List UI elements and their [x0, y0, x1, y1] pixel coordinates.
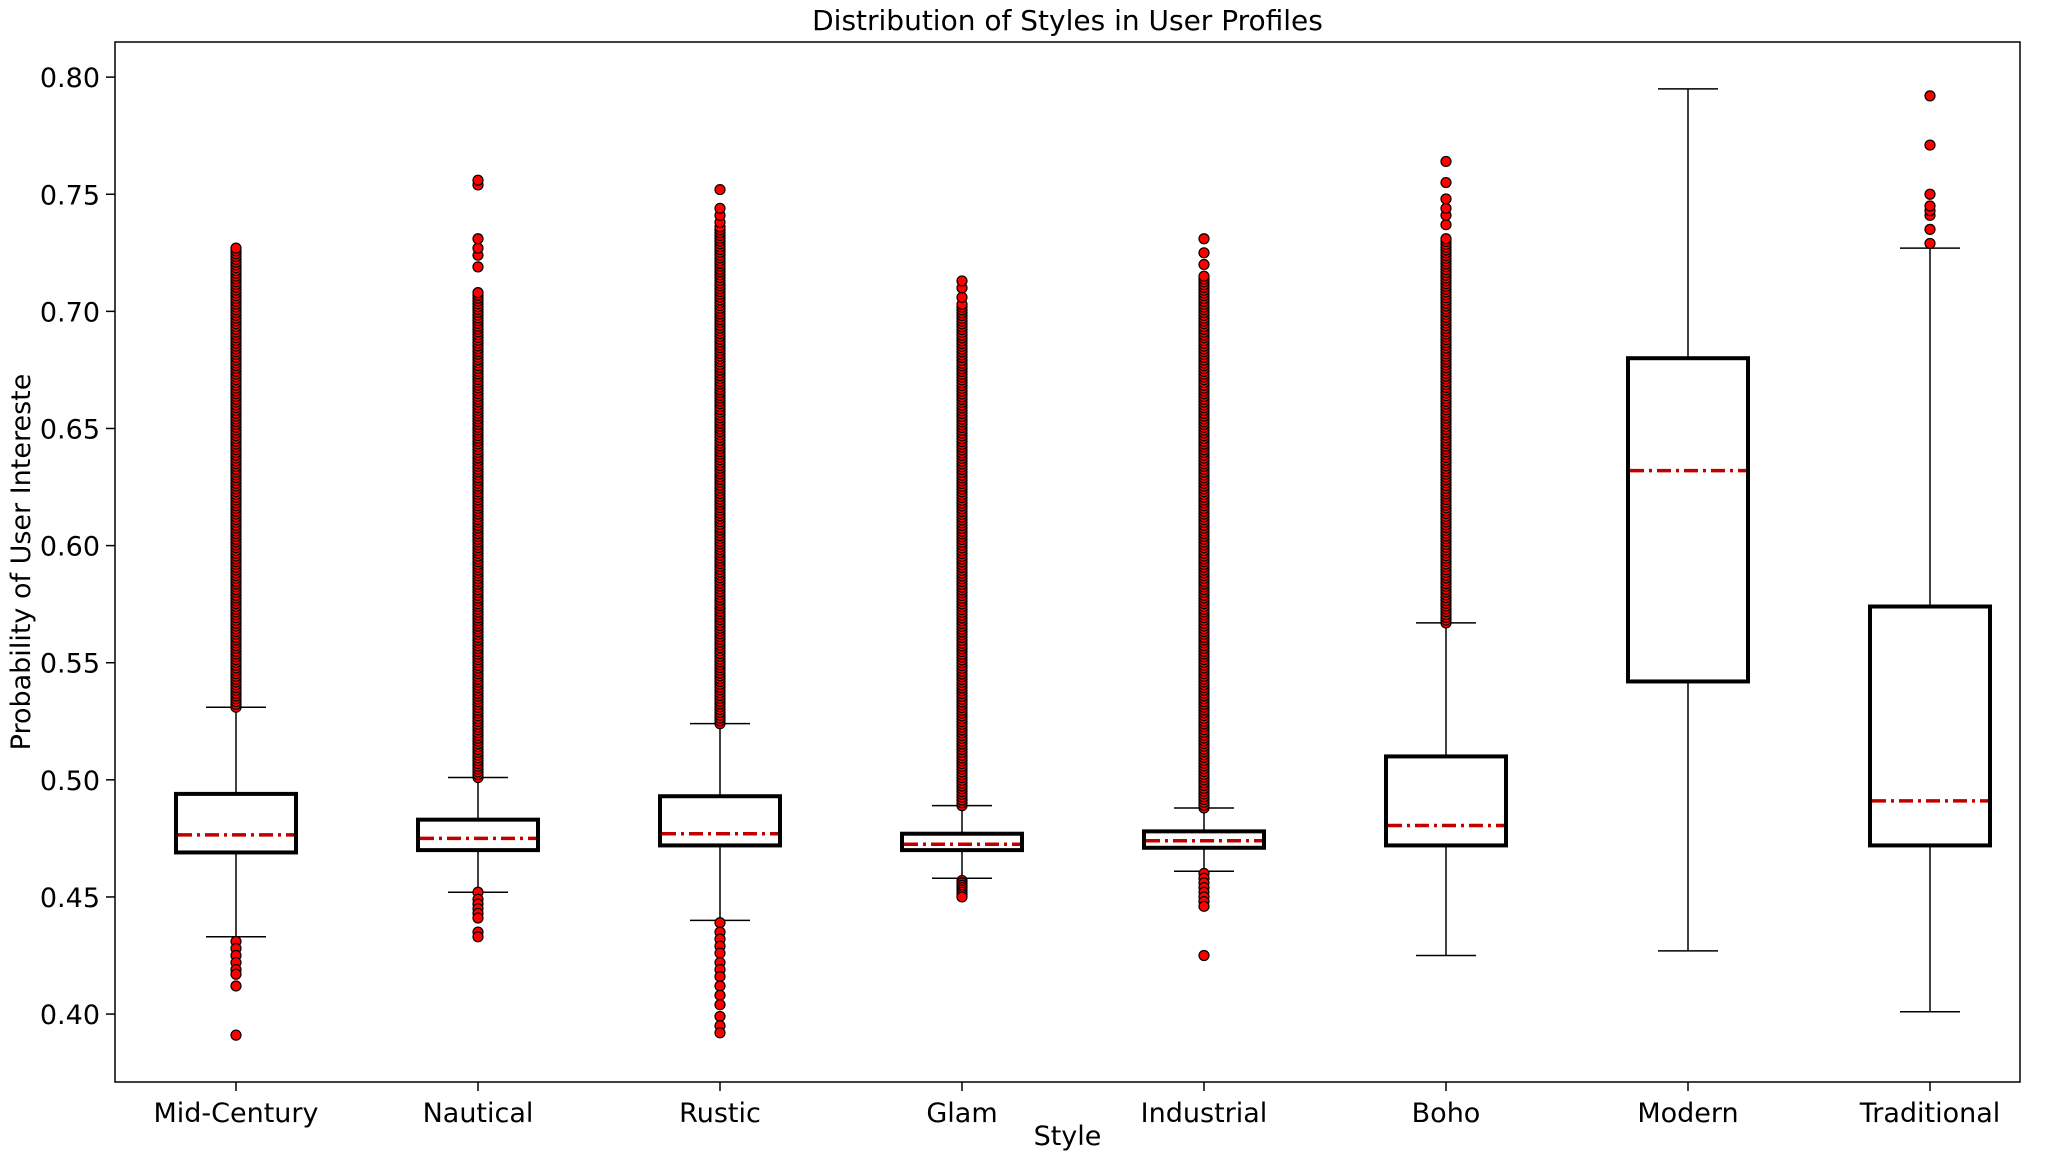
outlier-point	[1198, 900, 1210, 912]
outlier-point	[714, 999, 726, 1011]
box-iqr	[1626, 356, 1750, 684]
outlier-point	[1924, 90, 1936, 102]
box-iqr	[1384, 754, 1508, 848]
outlier-point	[1924, 223, 1936, 235]
box-nautical	[416, 776, 540, 894]
outlier-point	[1198, 949, 1210, 962]
outlier-point	[1924, 139, 1936, 151]
y-tick-label: 0.50	[40, 766, 100, 797]
outlier-point	[230, 1029, 242, 1041]
x-axis-label: Style	[1034, 1121, 1102, 1152]
box-iqr	[900, 831, 1024, 853]
y-tick-label: 0.70	[40, 297, 100, 328]
outlier-point	[1198, 270, 1210, 282]
x-tick-label: Mid-Century	[153, 1098, 318, 1129]
y-tick-label: 0.75	[40, 180, 100, 211]
box-glam	[900, 804, 1024, 879]
outlier-point	[956, 275, 968, 287]
outlier-point	[714, 1027, 726, 1039]
y-tick-label: 0.60	[40, 532, 100, 563]
box-boho	[1384, 622, 1508, 957]
outlier-point	[1440, 155, 1452, 168]
x-tick-label: Rustic	[679, 1098, 761, 1129]
outlier-point	[1440, 193, 1452, 205]
outlier-point	[714, 989, 726, 1001]
outlier-point	[1198, 247, 1210, 259]
y-tick-label: 0.45	[40, 883, 100, 914]
x-tick-label: Modern	[1637, 1098, 1738, 1129]
outlier-point	[714, 202, 726, 214]
box-iqr	[1868, 604, 1992, 848]
box-iqr	[658, 794, 782, 848]
box-iqr	[174, 791, 298, 855]
outlier-point	[1198, 233, 1210, 245]
outlier-point	[714, 917, 726, 929]
outlier-point	[956, 891, 968, 903]
outlier-point	[714, 183, 726, 196]
y-tick-label: 0.80	[40, 63, 100, 94]
outlier-point	[1440, 219, 1452, 231]
plot-frame	[114, 41, 2021, 1083]
outlier-point	[230, 242, 242, 254]
outlier-point	[472, 931, 484, 943]
box-traditional	[1868, 247, 1992, 1013]
outlier-point	[472, 287, 484, 299]
box-rustic	[658, 722, 782, 922]
x-tick-label: Traditional	[1859, 1098, 2001, 1129]
outlier-point	[472, 233, 484, 245]
outlier-point	[1440, 202, 1452, 214]
outlier-point	[1440, 176, 1452, 189]
x-tick-label: Boho	[1412, 1098, 1481, 1129]
x-tick-label: Nautical	[423, 1098, 534, 1129]
chart-title: Distribution of Styles in User Profiles	[812, 4, 1323, 37]
x-tick-label: Industrial	[1141, 1098, 1268, 1129]
outlier-point	[714, 947, 726, 959]
outlier-point	[1440, 233, 1452, 245]
outlier-point	[472, 174, 484, 186]
box-iqr	[416, 817, 540, 853]
outlier-point	[714, 970, 726, 983]
y-tick-label: 0.65	[40, 414, 100, 445]
outlier-point	[1198, 258, 1210, 271]
y-tick-label: 0.40	[40, 1000, 100, 1031]
outlier-point	[1924, 188, 1936, 200]
outlier-point	[714, 980, 726, 992]
outlier-point	[472, 912, 484, 924]
y-axis-label: Probability of User Intereste	[6, 374, 37, 751]
box-mid-century	[174, 706, 298, 938]
box-modern	[1626, 88, 1750, 952]
outlier-point	[956, 291, 968, 303]
outlier-point	[230, 968, 242, 980]
outlier-point	[1924, 200, 1936, 212]
y-tick-label: 0.55	[40, 649, 100, 680]
outlier-point	[714, 1010, 726, 1023]
box-industrial	[1142, 807, 1266, 872]
outlier-point	[230, 980, 242, 992]
outlier-point	[1924, 237, 1936, 250]
outlier-point	[472, 242, 484, 254]
x-tick-label: Glam	[926, 1098, 997, 1129]
outlier-point	[472, 261, 484, 273]
